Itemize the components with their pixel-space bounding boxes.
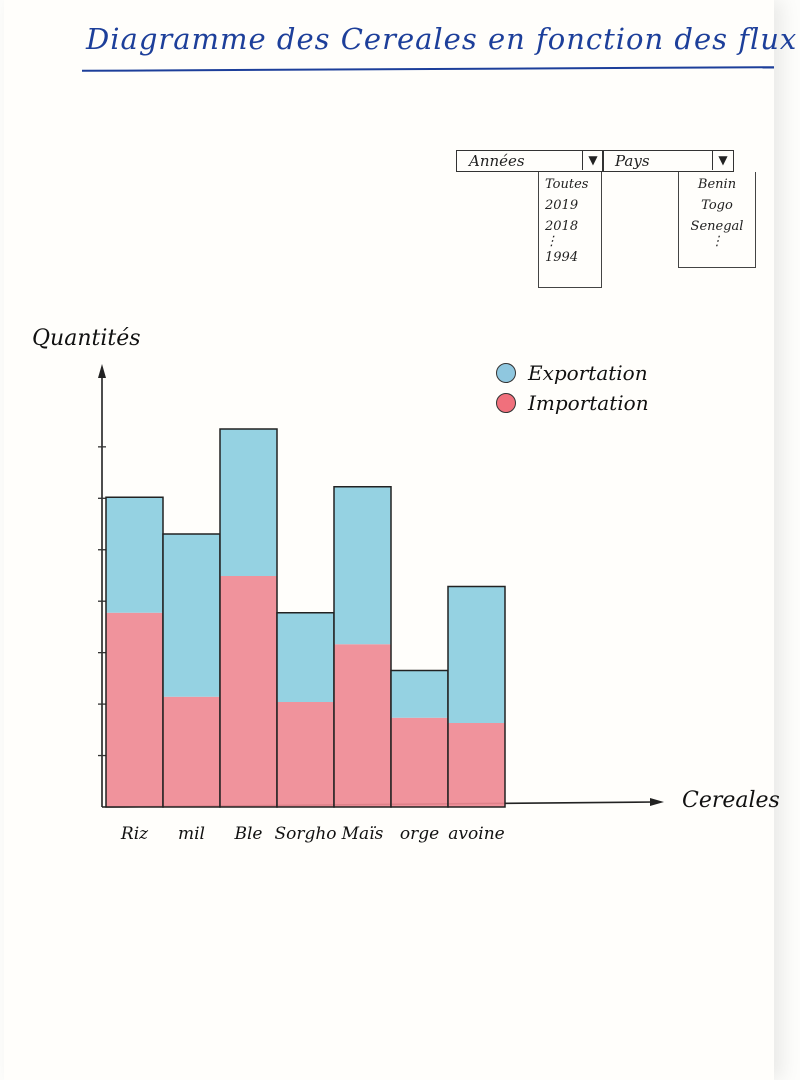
country-dropdown-label: Pays <box>615 152 650 170</box>
year-dropdown-label: Années <box>469 152 525 170</box>
x-tick-label: Riz <box>120 824 149 844</box>
bar-outline <box>333 486 392 808</box>
bar-import <box>106 612 163 807</box>
bar-export <box>163 534 220 697</box>
x-tick-label: orge <box>400 824 439 844</box>
bar-export <box>391 670 448 718</box>
year-options-list: Toutes 2019 2018 ⋮ 1994 <box>538 172 602 288</box>
country-option[interactable]: Togo <box>701 198 733 213</box>
bar-import <box>277 702 334 807</box>
year-dropdown[interactable]: Années ▼ <box>456 150 604 172</box>
country-dropdown[interactable]: Pays ▼ <box>602 150 734 172</box>
country-option[interactable]: Senegal <box>690 219 744 234</box>
more-options-dots: ⋮ <box>710 234 724 249</box>
legend-label-import: Importation <box>528 391 649 415</box>
export-dot-icon <box>496 363 516 383</box>
bar-export <box>220 429 277 576</box>
bar-import <box>163 696 220 807</box>
legend-label-export: Exportation <box>528 361 648 385</box>
x-axis-title: Cereales <box>682 788 780 813</box>
bar-export <box>106 497 163 613</box>
bar-outline <box>447 585 506 808</box>
import-dot-icon <box>496 393 516 413</box>
x-tick-label: Ble <box>234 824 263 844</box>
year-option[interactable]: 1994 <box>545 250 579 265</box>
x-tick-label: mil <box>178 824 205 844</box>
x-axis-arrow-icon <box>650 798 664 806</box>
legend: Exportation Importation <box>496 358 649 418</box>
x-tick-label: avoine <box>448 824 504 844</box>
bar-import <box>391 717 448 807</box>
year-option[interactable]: Toutes <box>545 177 589 192</box>
bar-import <box>334 644 391 807</box>
y-axis-title: Quantités <box>32 326 141 351</box>
x-tick-label: Maïs <box>341 824 384 844</box>
bar-export <box>277 612 334 702</box>
chevron-down-icon: ▼ <box>712 151 733 170</box>
legend-item-import: Importation <box>496 388 649 418</box>
year-option[interactable]: 2018 <box>545 219 579 234</box>
country-options-list: Benin Togo Senegal ⋮ <box>678 172 756 268</box>
more-options-dots: ⋮ <box>545 234 558 249</box>
bar-import <box>220 576 277 807</box>
chart-title: Diagramme des Cereales en fonction des f… <box>86 22 798 56</box>
year-option[interactable]: 2019 <box>545 198 579 213</box>
legend-item-export: Exportation <box>496 358 649 388</box>
country-option[interactable]: Benin <box>697 177 737 192</box>
bar-export <box>448 586 505 723</box>
bar-export <box>334 486 391 645</box>
bar-import <box>448 723 505 807</box>
y-axis-arrow-icon <box>98 364 106 378</box>
chevron-down-icon: ▼ <box>582 151 603 170</box>
x-tick-label: Sorgho <box>274 824 336 844</box>
